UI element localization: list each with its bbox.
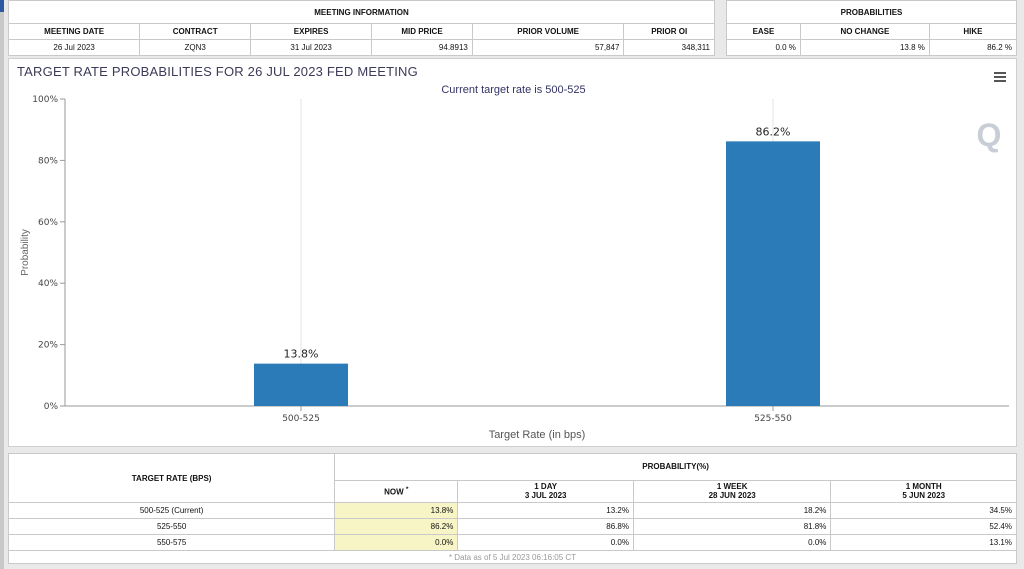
rate-cell: 525-550 [7, 518, 336, 535]
bar [726, 141, 820, 406]
bar-data-label: 13.8% [284, 348, 319, 361]
col-1-month: 1 MONTH 5 JUN 2023 [830, 479, 1017, 504]
hike-value: 86.2 % [928, 39, 1018, 56]
day-cell: 0.0% [457, 534, 634, 551]
col-prior-volume: PRIOR VOLUME [471, 23, 625, 40]
y-tick-label: 60% [38, 218, 58, 228]
rate-cell: 550-575 [7, 534, 336, 551]
now-cell: 13.8% [334, 502, 459, 519]
month-cell: 34.5% [830, 502, 1017, 519]
bar-chart: 0% 20% 40% 60% 80% 100% 13.8% 500-525 86.2% 525-5… [20, 95, 1009, 441]
col-expires: EXPIRES [250, 23, 373, 40]
bar-data-label: 86.2% [756, 125, 791, 138]
y-tick-label: 100% [32, 95, 58, 105]
probability-history-table: TARGET RATE (BPS) PROBABILITY(%) NOW * 1… [7, 453, 1017, 564]
chart-title: TARGET RATE PROBABILITIES FOR 26 JUL 202… [17, 64, 418, 79]
period-1-month-label: 1 MONTH [905, 482, 942, 492]
col-ease: EASE [726, 23, 801, 40]
period-1-day-date: 3 JUL 2023 [524, 491, 567, 501]
table-row: 500-525 (Current) 13.8% 13.2% 18.2% 34.5… [7, 502, 1017, 519]
week-cell: 0.0% [632, 534, 832, 551]
x-tick-label: 500-525 [282, 414, 320, 424]
no-change-value: 13.8 % [799, 39, 930, 56]
col-contract: CONTRACT [139, 23, 252, 40]
y-tick-label: 0% [44, 402, 59, 412]
y-tick-label: 20% [38, 341, 58, 351]
period-1-month-date: 5 JUN 2023 [902, 491, 946, 501]
data-timestamp-note: * Data as of 5 Jul 2023 06:16:05 CT [8, 550, 1017, 564]
probability-header: PROBABILITY(%) [334, 453, 1017, 481]
bar [254, 363, 348, 406]
y-axis-title: Probability [20, 229, 31, 276]
col-no-change: NO CHANGE [799, 23, 930, 40]
table-row: 525-550 86.2% 86.8% 81.8% 52.4% [7, 518, 1017, 535]
now-footnote-mark: * [405, 486, 409, 494]
watermark-logo: Q [977, 117, 1002, 153]
x-axis-title: Target Rate (in bps) [489, 429, 586, 441]
period-1-day-label: 1 DAY [534, 482, 558, 492]
contract-value: ZQN3 [139, 39, 252, 56]
col-hike: HIKE [928, 23, 1018, 40]
period-1-week-label: 1 WEEK [716, 482, 748, 492]
y-tick-label: 40% [38, 279, 58, 289]
left-edge-marker [0, 0, 4, 12]
prior-volume-value: 57,847 [471, 39, 625, 56]
col-mid-price: MID PRICE [371, 23, 473, 40]
prior-oi-value: 348,311 [623, 39, 715, 56]
rate-cell: 500-525 (Current) [7, 502, 336, 519]
col-prior-oi: PRIOR OI [623, 23, 715, 40]
left-edge-strip [0, 0, 4, 569]
month-cell: 13.1% [830, 534, 1017, 551]
target-rate-header: TARGET RATE (BPS) [7, 453, 336, 503]
week-cell: 81.8% [632, 518, 832, 535]
week-cell: 18.2% [632, 502, 832, 519]
now-label: NOW [384, 487, 404, 497]
x-tick-label: 525-550 [754, 414, 792, 424]
now-cell: 0.0% [334, 534, 459, 551]
col-1-day: 1 DAY 3 JUL 2023 [457, 479, 634, 504]
table-row: 550-575 0.0% 0.0% 0.0% 13.1% [7, 534, 1017, 551]
col-now: NOW * [334, 479, 459, 504]
ease-value: 0.0 % [726, 39, 801, 56]
meeting-info-table: MEETING INFORMATION MEETING DATE CONTRAC… [7, 0, 715, 56]
probabilities-header: PROBABILITIES [726, 0, 1017, 24]
chart-menu-icon[interactable] [994, 72, 1006, 84]
day-cell: 86.8% [457, 518, 634, 535]
day-cell: 13.2% [457, 502, 634, 519]
expires-value: 31 Jul 2023 [250, 39, 373, 56]
meeting-date-value: 26 Jul 2023 [7, 39, 141, 56]
period-1-week-date: 28 JUN 2023 [708, 491, 756, 501]
col-meeting-date: MEETING DATE [7, 23, 141, 40]
mid-price-value: 94.8913 [371, 39, 473, 56]
month-cell: 52.4% [830, 518, 1017, 535]
now-cell: 86.2% [334, 518, 459, 535]
col-1-week: 1 WEEK 28 JUN 2023 [632, 479, 832, 504]
probabilities-table: PROBABILITIES EASE NO CHANGE HIKE 0.0 % … [726, 0, 1018, 56]
meeting-info-header: MEETING INFORMATION [8, 0, 715, 24]
chart-panel: TARGET RATE PROBABILITIES FOR 26 JUL 202… [8, 58, 1017, 447]
y-tick-label: 80% [38, 156, 58, 166]
chart-subtitle: Current target rate is 500-525 [441, 84, 586, 96]
